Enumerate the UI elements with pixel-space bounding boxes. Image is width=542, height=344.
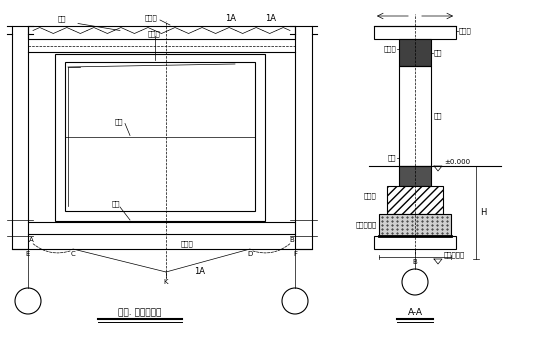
Bar [399,39,431,66]
Text: 地梁: 地梁 [112,201,120,207]
Text: 墙壁: 墙壁 [434,113,442,119]
Text: 地梁: 地梁 [388,155,396,161]
Bar [12,26,28,249]
Text: A: A [29,237,34,243]
Text: D: D [247,251,253,257]
Bar [387,186,443,214]
Text: 图一. 门框架布置: 图一. 门框架布置 [118,308,162,317]
Text: 门框架: 门框架 [383,46,396,52]
Text: 1A: 1A [195,268,205,277]
Text: F: F [293,251,297,257]
Text: 圈梁: 圈梁 [58,15,67,22]
Text: 1A: 1A [225,13,236,22]
Text: 门桢: 门桢 [115,118,124,125]
Text: H: H [480,208,486,217]
Bar [374,236,456,249]
Text: B: B [412,259,417,265]
Text: 1A: 1A [265,13,276,22]
Bar [379,214,451,236]
Text: 地基层: 地基层 [363,193,376,199]
Text: C: C [70,251,75,257]
Text: 空心板: 空心板 [459,28,472,34]
Text: 地基层: 地基层 [181,241,193,247]
Text: ±0.000: ±0.000 [444,159,470,165]
Bar [55,54,265,221]
Bar [399,166,431,186]
Text: 空心板: 空心板 [145,15,158,21]
Bar [399,66,431,166]
Text: 门框架: 门框架 [148,31,161,37]
Bar [65,62,255,211]
Text: K: K [164,279,168,285]
Text: 混凝土垫层: 混凝土垫层 [356,222,377,228]
Text: A-A: A-A [408,308,423,317]
Bar [374,26,456,39]
Bar [28,26,295,39]
Text: 基基底标高: 基基底标高 [444,251,465,258]
Text: B: B [289,237,294,243]
Text: 圈梁: 圈梁 [434,49,442,56]
Text: E: E [26,251,30,257]
Bar [295,26,312,249]
